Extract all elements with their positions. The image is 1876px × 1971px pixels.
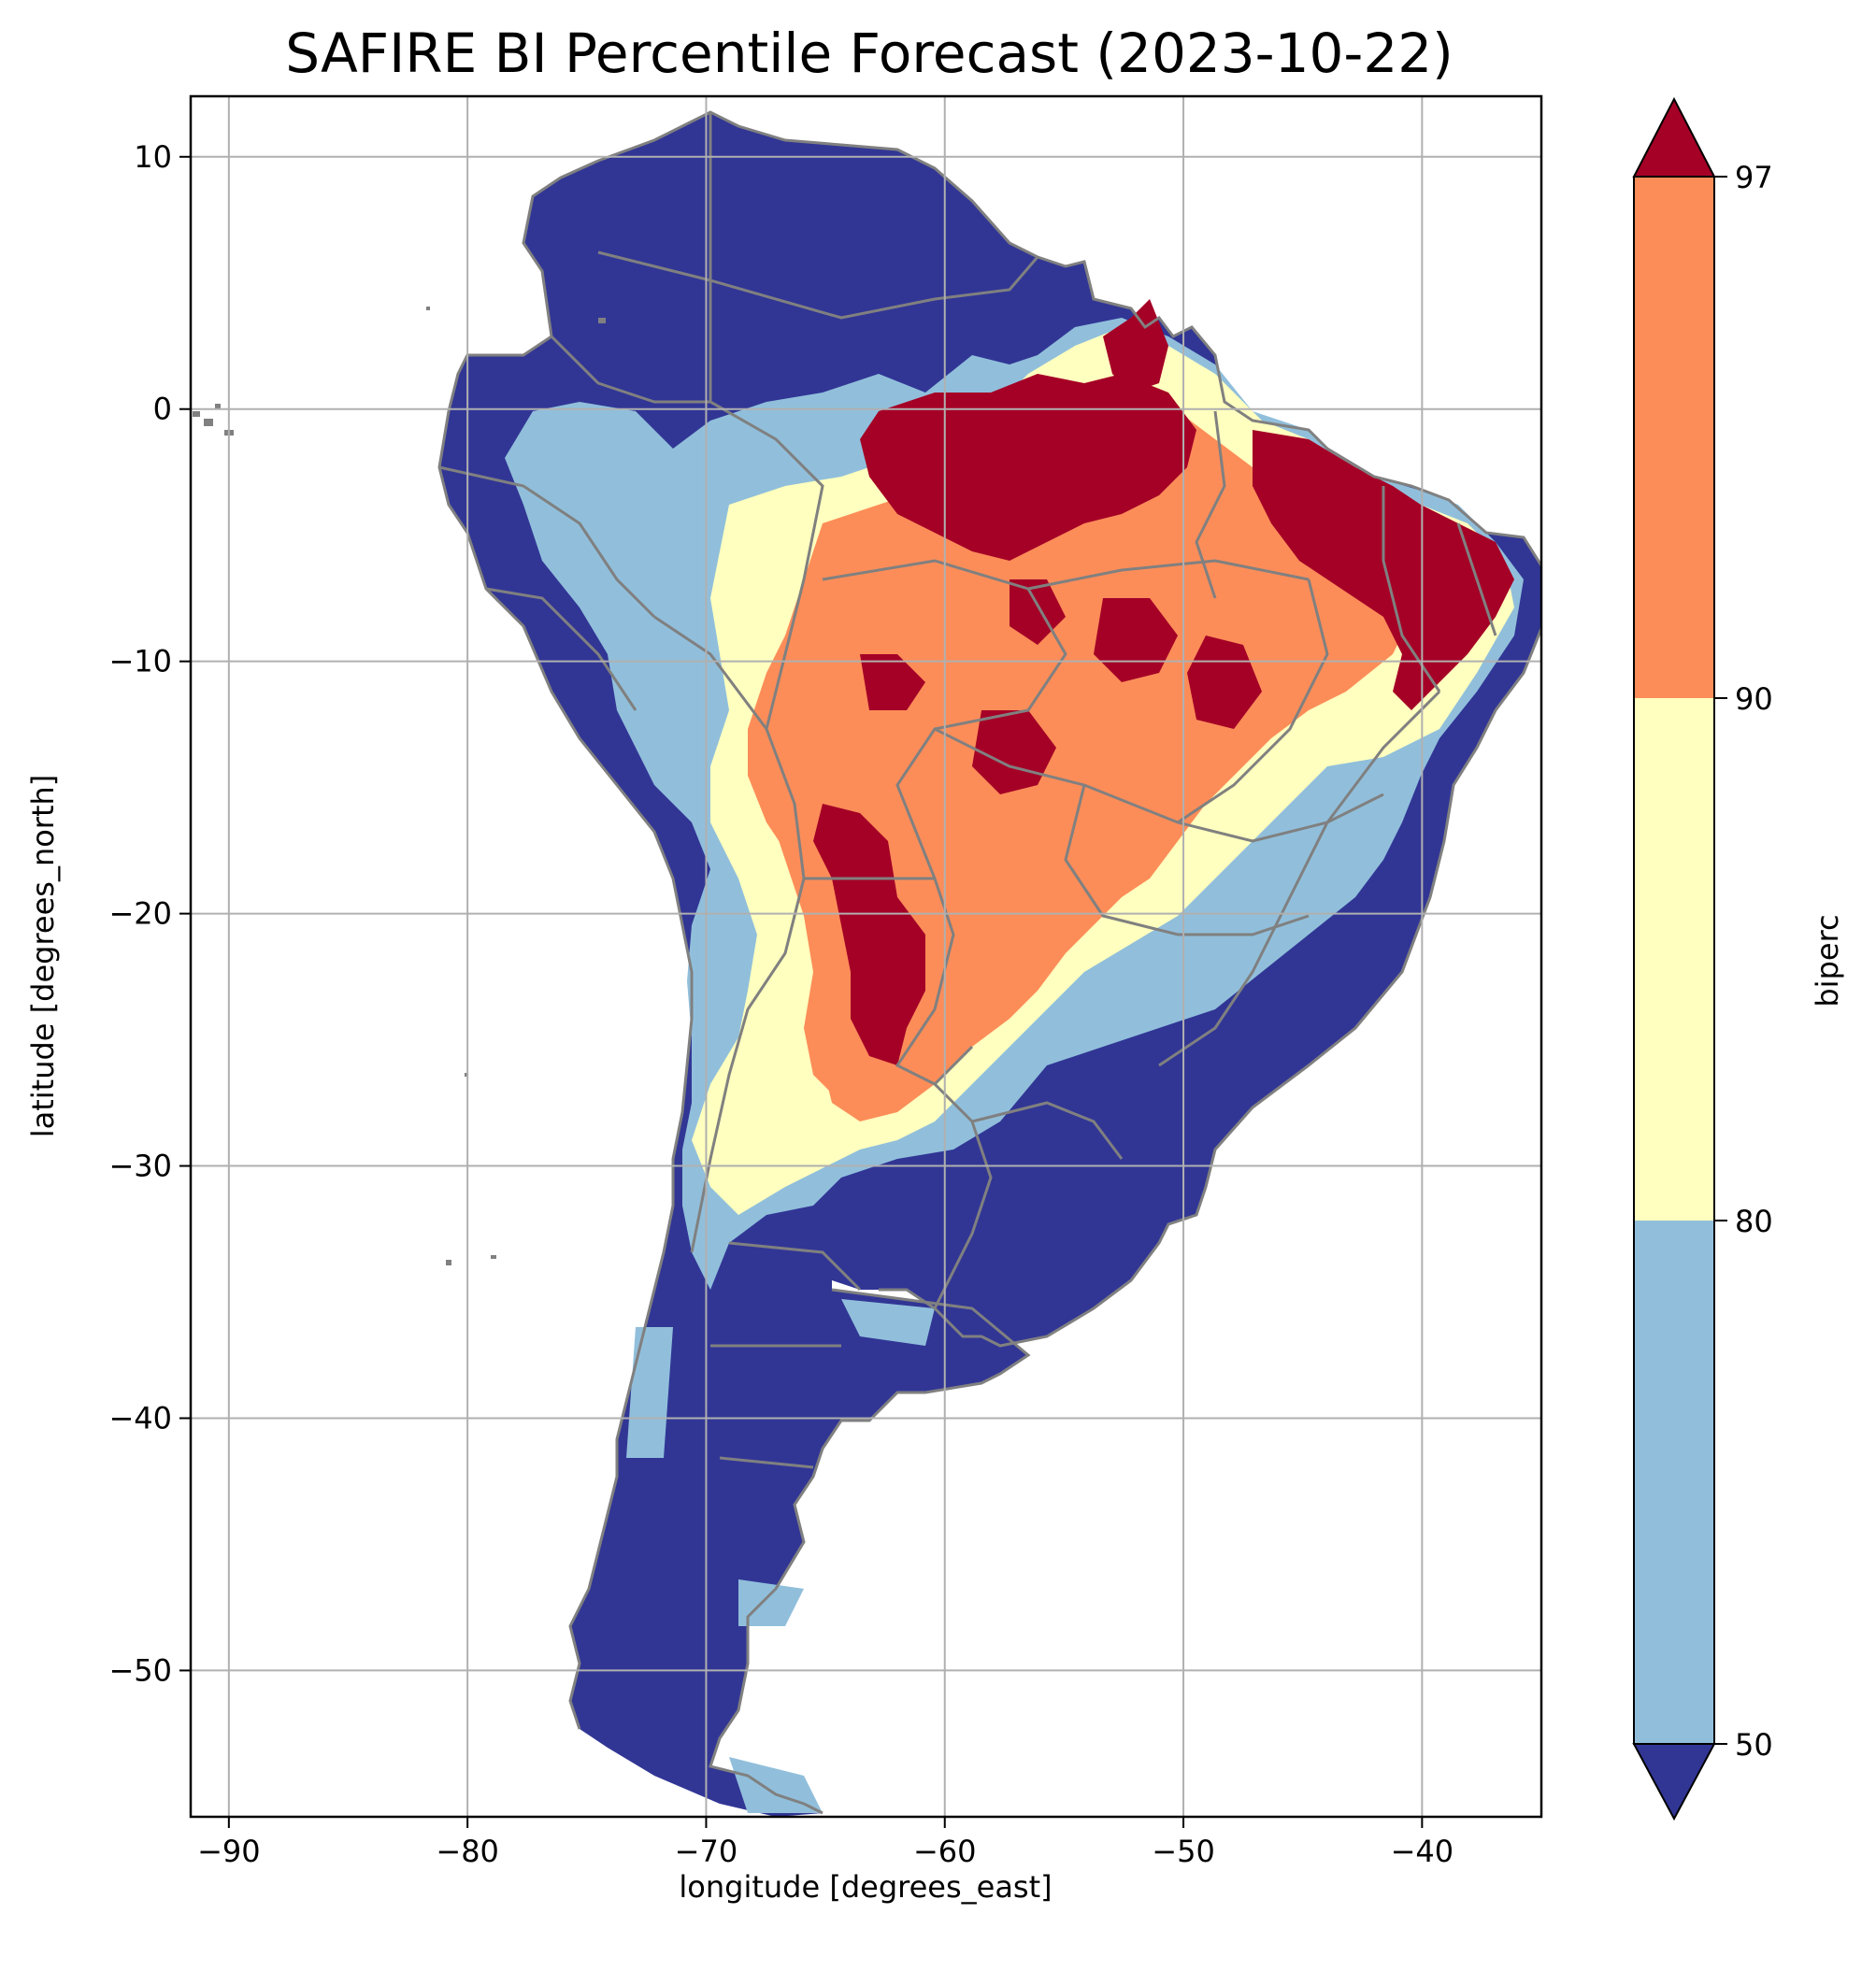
colorbar-label: biperc xyxy=(1810,914,1845,1007)
colorbar-extend-high xyxy=(1632,96,1716,178)
y-tick-label: −40 xyxy=(108,1400,172,1435)
extreme-patch-northeast xyxy=(1253,430,1514,710)
colorbar: 97 90 80 50 biperc xyxy=(1632,96,1845,1821)
y-axis: 10 0 −10 −20 −30 −40 −50 xyxy=(108,139,191,1688)
map-gridlines xyxy=(191,96,1541,1817)
y-axis-label: latitude [degrees_north] xyxy=(25,775,61,1138)
extreme-patch-central-4 xyxy=(860,654,925,710)
extreme-patch-central-3 xyxy=(1187,636,1262,729)
extreme-patch-chaco xyxy=(813,804,925,1065)
x-tick-label: −80 xyxy=(436,1834,499,1869)
colorbar-tick-label-80: 80 xyxy=(1735,1204,1773,1239)
x-tick-label: −60 xyxy=(913,1834,977,1869)
x-tick-label: −90 xyxy=(197,1834,261,1869)
x-tick-label: −50 xyxy=(1152,1834,1215,1869)
y-tick-label: 0 xyxy=(153,392,172,427)
colorbar-bin-80-90 xyxy=(1634,698,1714,1221)
colorbar-extend-low xyxy=(1632,1743,1716,1821)
y-tick-label: −30 xyxy=(108,1149,172,1184)
figure-title: SAFIRE BI Percentile Forecast (2023-10-2… xyxy=(285,21,1454,85)
country-borders xyxy=(437,110,1541,1815)
colorbar-bin-50-80 xyxy=(1634,1221,1714,1744)
patagonia-light-patch-2 xyxy=(841,1299,935,1346)
x-axis: −90 −80 −70 −60 −50 −40 xyxy=(197,1817,1454,1869)
x-tick-label: −70 xyxy=(675,1834,738,1869)
x-tick-label: −40 xyxy=(1391,1834,1454,1869)
y-tick-label: 10 xyxy=(134,139,172,175)
axes-frame xyxy=(189,94,1543,1819)
colorbar-frame xyxy=(1633,176,1715,1745)
y-tick-label: −10 xyxy=(108,644,172,679)
colorbar-bin-90-97 xyxy=(1634,177,1714,698)
colorbar-tick-label-50: 50 xyxy=(1735,1727,1773,1763)
x-axis-label: longitude [degrees_east] xyxy=(679,1869,1052,1905)
y-tick-label: −20 xyxy=(108,896,172,932)
colorbar-tick-label-90: 90 xyxy=(1735,681,1773,717)
y-tick-label: −50 xyxy=(108,1652,172,1688)
colorbar-tick-label-97: 97 xyxy=(1735,160,1773,195)
patagonia-light-patch-1 xyxy=(738,1579,804,1626)
map-content xyxy=(193,110,1541,1817)
southern-tip-light-patch xyxy=(729,1757,823,1813)
